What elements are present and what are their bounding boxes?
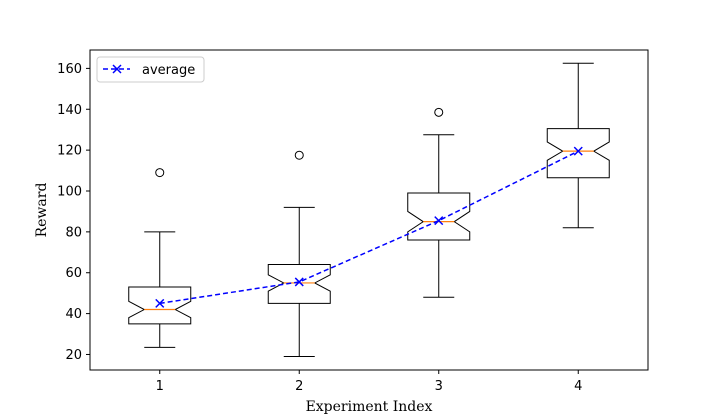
x-tick-label: 4 <box>574 379 582 394</box>
legend-frame <box>96 56 205 83</box>
y-axis-ticks: 20 40 60 80 100 120 140 160 <box>57 62 90 363</box>
notched-box <box>546 128 610 179</box>
notched-box <box>407 192 471 241</box>
legend-label-average: average <box>142 63 195 78</box>
average-marker <box>573 146 583 156</box>
average-marker <box>155 298 165 308</box>
x-axis-label: Experiment Index <box>306 399 433 415</box>
average-series <box>155 146 583 308</box>
average-marker <box>434 216 444 226</box>
y-tick-label: 120 <box>57 144 82 159</box>
x-axis-ticks: 1 2 3 4 <box>156 370 582 394</box>
plot-frame <box>89 49 649 371</box>
y-axis-label: Reward <box>34 183 50 238</box>
average-marker <box>294 277 304 287</box>
notched-box <box>128 286 192 325</box>
y-tick-label: 160 <box>57 62 82 77</box>
x-tick-label: 3 <box>435 379 443 394</box>
outlier-point <box>155 168 165 178</box>
y-tick-label: 100 <box>57 184 82 199</box>
y-tick-label: 20 <box>65 348 82 363</box>
box-2 <box>267 150 331 358</box>
y-tick-label: 140 <box>57 103 82 118</box>
y-tick-label: 40 <box>65 307 82 322</box>
y-tick-label: 80 <box>65 225 82 240</box>
box-3 <box>407 107 471 298</box>
x-tick-label: 2 <box>295 379 303 394</box>
box-4 <box>546 62 610 229</box>
y-tick-label: 60 <box>65 266 82 281</box>
legend: average <box>96 56 205 83</box>
outlier-point <box>294 150 304 160</box>
notched-box <box>267 264 331 304</box>
x-tick-label: 1 <box>156 379 164 394</box>
box-1 <box>128 168 192 348</box>
box-plots <box>128 62 610 358</box>
average-line <box>159 150 579 305</box>
outlier-point <box>434 107 444 117</box>
legend-marker-average <box>112 64 122 74</box>
